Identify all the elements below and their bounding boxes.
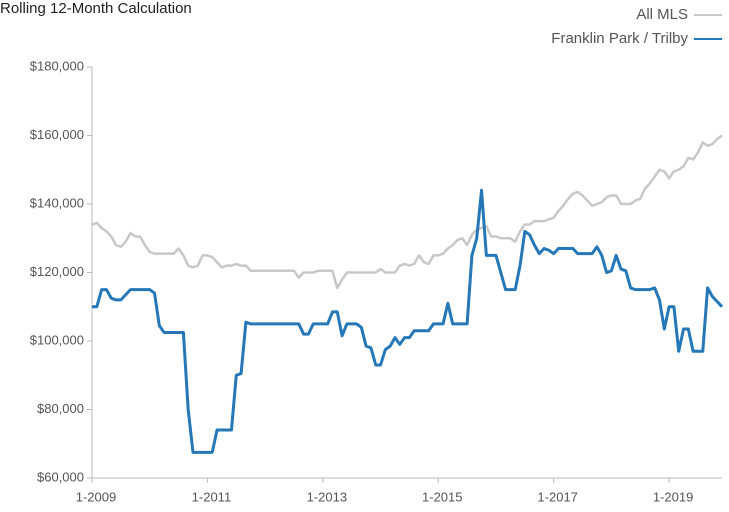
line-series <box>92 188 724 454</box>
x-tick-label: 1-2015 <box>422 489 462 504</box>
legend-label: All MLS <box>636 6 688 23</box>
y-tick-label: $160,000 <box>30 127 84 142</box>
y-tick-label: $80,000 <box>37 401 84 416</box>
x-tick-label: 1-2019 <box>653 489 693 504</box>
x-tick-label: 1-2009 <box>76 489 116 504</box>
x-tick-label: 1-2011 <box>192 489 232 504</box>
y-tick-label: $120,000 <box>30 264 84 279</box>
y-tick-label: $140,000 <box>30 195 84 210</box>
line-series <box>91 134 723 290</box>
x-tick-label: 1-2013 <box>307 489 347 504</box>
y-tick-label: $100,000 <box>30 332 84 347</box>
y-tick-label: $60,000 <box>37 469 84 484</box>
chart-title: Rolling 12-Month Calculation <box>0 0 192 17</box>
x-tick-label: 1-2017 <box>537 489 577 504</box>
y-tick-label: $180,000 <box>30 58 84 73</box>
legend-label: Franklin Park / Trilby <box>551 30 688 47</box>
